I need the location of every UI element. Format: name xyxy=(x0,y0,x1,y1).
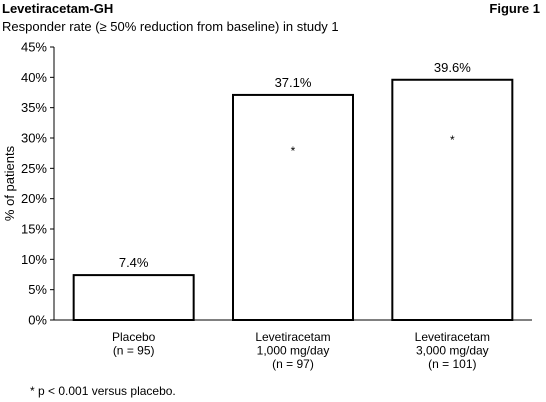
bar xyxy=(391,78,514,322)
category-label: Levetiracetam xyxy=(255,330,330,344)
bar-value-label: 37.1% xyxy=(275,75,312,90)
category-label: Levetiracetam xyxy=(415,330,490,344)
y-tick-label: 40% xyxy=(21,70,47,85)
bar xyxy=(232,93,354,321)
chart-title: Levetiracetam-GH xyxy=(2,1,114,16)
y-tick-label: 10% xyxy=(21,252,47,267)
y-tick-label: 5% xyxy=(28,282,47,297)
y-tick-label: 45% xyxy=(21,40,47,55)
significance-marker: * xyxy=(291,144,296,158)
y-tick-label: 35% xyxy=(21,100,47,115)
y-tick-label: 15% xyxy=(21,222,47,237)
y-tick-label: 0% xyxy=(28,313,47,328)
category-label: (n = 97) xyxy=(272,357,314,371)
bar xyxy=(72,274,195,321)
bar-value-label: 39.6% xyxy=(434,60,471,75)
category-label: 1,000 mg/day xyxy=(257,344,330,358)
category-label: 3,000 mg/day xyxy=(416,344,489,358)
y-tick-label: 20% xyxy=(21,191,47,206)
y-axis-label: % of patients xyxy=(2,145,17,221)
category-label: (n = 101) xyxy=(428,357,476,371)
significance-marker: * xyxy=(450,133,455,147)
y-tick-label: 25% xyxy=(21,161,47,176)
y-tick-label: 30% xyxy=(21,131,47,146)
category-label: (n = 95) xyxy=(113,344,155,358)
bar-value-label: 7.4% xyxy=(119,255,149,270)
chart-subtitle: Responder rate (≥ 50% reduction from bas… xyxy=(2,19,339,34)
figure-label: Figure 1 xyxy=(489,1,540,16)
footnote: * p < 0.001 versus placebo. xyxy=(30,384,176,398)
category-label: Placebo xyxy=(112,330,156,344)
